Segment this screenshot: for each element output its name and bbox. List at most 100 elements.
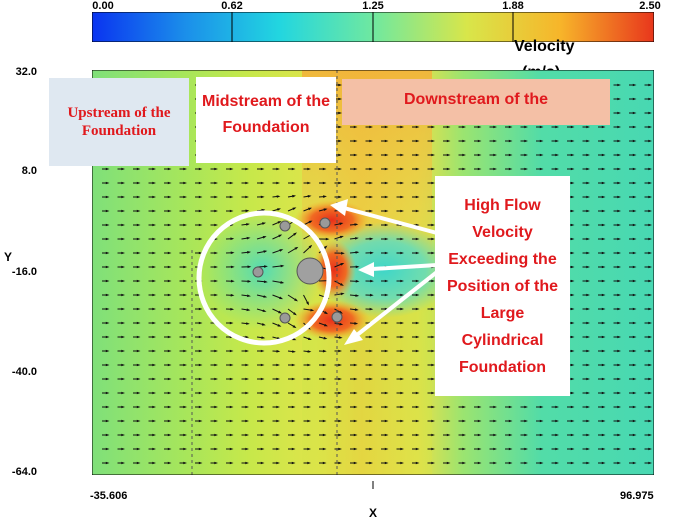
velocity-vector-head bbox=[648, 97, 652, 101]
velocity-vector-head bbox=[617, 195, 621, 199]
velocity-vector-head bbox=[105, 265, 110, 269]
velocity-vector-head bbox=[229, 377, 234, 381]
velocity-vector-head bbox=[369, 195, 373, 199]
velocity-vector-head bbox=[648, 265, 652, 269]
velocity-vector-head bbox=[539, 447, 544, 451]
velocity-vector-head bbox=[617, 391, 621, 395]
velocity-vector-head bbox=[152, 419, 156, 423]
velocity-vector-head bbox=[276, 405, 280, 409]
velocity-vector-head bbox=[493, 405, 497, 409]
velocity-vector-head bbox=[183, 461, 187, 465]
velocity-vector-head bbox=[477, 139, 482, 143]
velocity-vector-head bbox=[570, 307, 575, 311]
velocity-vector-head bbox=[308, 244, 313, 249]
velocity-vector-head bbox=[121, 335, 125, 339]
velocity-vector-head bbox=[105, 293, 110, 297]
velocity-vector-head bbox=[369, 167, 373, 171]
velocity-vector-head bbox=[136, 181, 141, 185]
velocity-vector-head bbox=[400, 237, 404, 241]
velocity-vector-head bbox=[384, 279, 389, 283]
velocity-vector-head bbox=[214, 265, 218, 269]
velocity-vector-head bbox=[570, 293, 575, 297]
velocity-vector-head bbox=[105, 377, 110, 381]
velocity-vector-head bbox=[136, 251, 141, 255]
velocity-vector-head bbox=[586, 223, 590, 227]
velocity-vector-head bbox=[183, 293, 187, 297]
velocity-vector-head bbox=[136, 307, 141, 311]
velocity-vector-head bbox=[121, 419, 125, 423]
velocity-vector-head bbox=[539, 125, 544, 129]
velocity-vector-head bbox=[183, 209, 187, 213]
velocity-vector-head bbox=[105, 433, 110, 437]
velocity-vector-head bbox=[214, 363, 218, 367]
velocity-vector-head bbox=[245, 349, 249, 353]
velocity-vector-head bbox=[462, 447, 466, 451]
velocity-vector-head bbox=[384, 363, 389, 367]
velocity-vector-head bbox=[276, 349, 281, 353]
velocity-vector-head bbox=[229, 419, 234, 423]
velocity-vector-head bbox=[586, 447, 590, 451]
velocity-vector-head bbox=[322, 377, 327, 381]
velocity-vector-head bbox=[431, 209, 435, 213]
velocity-vector-head bbox=[384, 447, 389, 451]
velocity-vector-head bbox=[415, 195, 420, 199]
velocity-vector-head bbox=[307, 433, 311, 437]
velocity-vector-head bbox=[198, 433, 203, 437]
velocity-vector-head bbox=[601, 433, 606, 437]
velocity-vector-head bbox=[524, 167, 528, 171]
velocity-vector-head bbox=[152, 461, 156, 465]
velocity-vector-head bbox=[198, 419, 203, 423]
velocity-vector-head bbox=[136, 419, 141, 423]
velocity-vector-head bbox=[369, 153, 373, 157]
velocity-vector-head bbox=[322, 349, 327, 353]
velocity-vector-head bbox=[384, 181, 389, 185]
velocity-vector-head bbox=[152, 209, 156, 213]
velocity-vector-head bbox=[105, 321, 110, 325]
velocity-vector-head bbox=[229, 195, 234, 199]
velocity-vector-head bbox=[570, 461, 575, 465]
velocity-vector-head bbox=[400, 293, 404, 297]
velocity-vector-head bbox=[415, 349, 420, 353]
velocity-vector-head bbox=[632, 335, 637, 339]
velocity-vector-head bbox=[339, 322, 344, 326]
velocity-vector-head bbox=[264, 265, 268, 268]
velocity-vector-head bbox=[263, 250, 268, 253]
velocity-vector-head bbox=[338, 363, 342, 367]
velocity-vector-head bbox=[555, 139, 559, 143]
velocity-vector-head bbox=[353, 195, 358, 199]
velocity-vector-head bbox=[384, 251, 389, 255]
velocity-vector-head bbox=[369, 419, 373, 423]
velocity-vector-head bbox=[322, 391, 327, 395]
velocity-vector-head bbox=[339, 222, 344, 226]
velocity-vector-head bbox=[214, 223, 218, 227]
velocity-vector-head bbox=[338, 139, 342, 143]
velocity-vector-head bbox=[167, 363, 172, 367]
velocity-vector-head bbox=[370, 279, 374, 283]
velocity-vector-head bbox=[355, 265, 360, 269]
velocity-vector-head bbox=[539, 433, 544, 437]
velocity-vector-head bbox=[384, 377, 389, 381]
plot-area bbox=[91, 69, 655, 476]
velocity-vector-head bbox=[384, 349, 389, 353]
velocity-vector-head bbox=[230, 279, 235, 283]
velocity-vector-head bbox=[493, 433, 497, 437]
velocity-vector-head bbox=[354, 308, 359, 311]
velocity-vector-head bbox=[121, 307, 125, 311]
velocity-vector-head bbox=[245, 181, 249, 185]
velocity-vector-head bbox=[121, 321, 125, 325]
velocity-vector-head bbox=[586, 321, 590, 325]
velocity-vector-head bbox=[136, 349, 141, 353]
velocity-vector-head bbox=[617, 377, 621, 381]
velocity-vector-head bbox=[214, 167, 218, 171]
velocity-vector-head bbox=[586, 181, 590, 185]
velocity-vector-head bbox=[353, 377, 358, 381]
colorbar bbox=[91, 11, 655, 43]
velocity-vector-head bbox=[446, 419, 451, 423]
velocity-vector-head bbox=[152, 335, 156, 339]
velocity-vector-head bbox=[338, 167, 342, 171]
velocity-vector-head bbox=[338, 391, 342, 395]
velocity-vector-head bbox=[136, 167, 141, 171]
velocity-vector-head bbox=[198, 209, 203, 213]
velocity-vector-head bbox=[339, 235, 344, 239]
velocity-vector-head bbox=[632, 265, 637, 269]
